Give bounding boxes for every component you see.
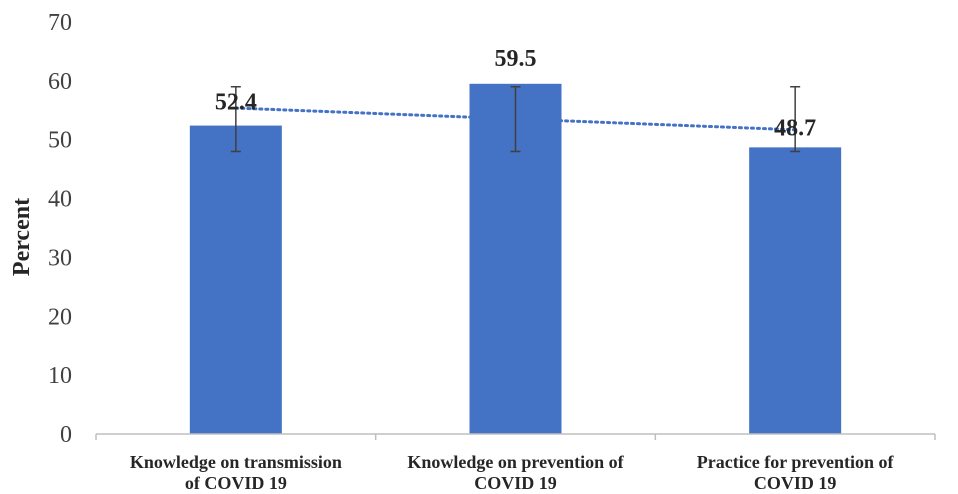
x-axis	[95, 433, 936, 440]
y-axis-ticks: 0 10 20 30 40 50 60 70	[48, 10, 72, 448]
x-category-label: Knowledge on prevention of	[407, 452, 624, 472]
y-tick-label: 60	[48, 69, 72, 95]
y-tick-label: 10	[48, 363, 72, 389]
data-label: 59.5	[495, 46, 537, 72]
y-tick-label: 0	[60, 422, 72, 448]
data-labels: 52.4 59.5 48.7	[215, 46, 816, 142]
y-tick-label: 50	[48, 128, 72, 154]
bar	[749, 147, 842, 434]
trendline-line	[234, 106, 797, 132]
x-category-label: COVID 19	[754, 473, 837, 493]
data-label: 52.4	[215, 90, 257, 116]
y-tick-label: 70	[48, 10, 72, 36]
trendline	[234, 106, 797, 132]
y-axis-title: Percent	[9, 198, 35, 276]
x-category-label: Practice for prevention of	[697, 452, 895, 472]
bar	[189, 125, 282, 435]
error-bars	[230, 85, 801, 153]
y-tick-label: 30	[48, 245, 72, 271]
y-axis-title-group: Percent	[9, 198, 35, 276]
y-tick-label: 20	[48, 304, 72, 330]
x-category-label: COVID 19	[474, 473, 557, 493]
y-tick-label: 40	[48, 187, 72, 213]
x-category-label: of COVID 19	[185, 473, 287, 493]
data-label: 48.7	[774, 115, 816, 141]
x-category-label: Knowledge on transmission	[130, 452, 342, 472]
